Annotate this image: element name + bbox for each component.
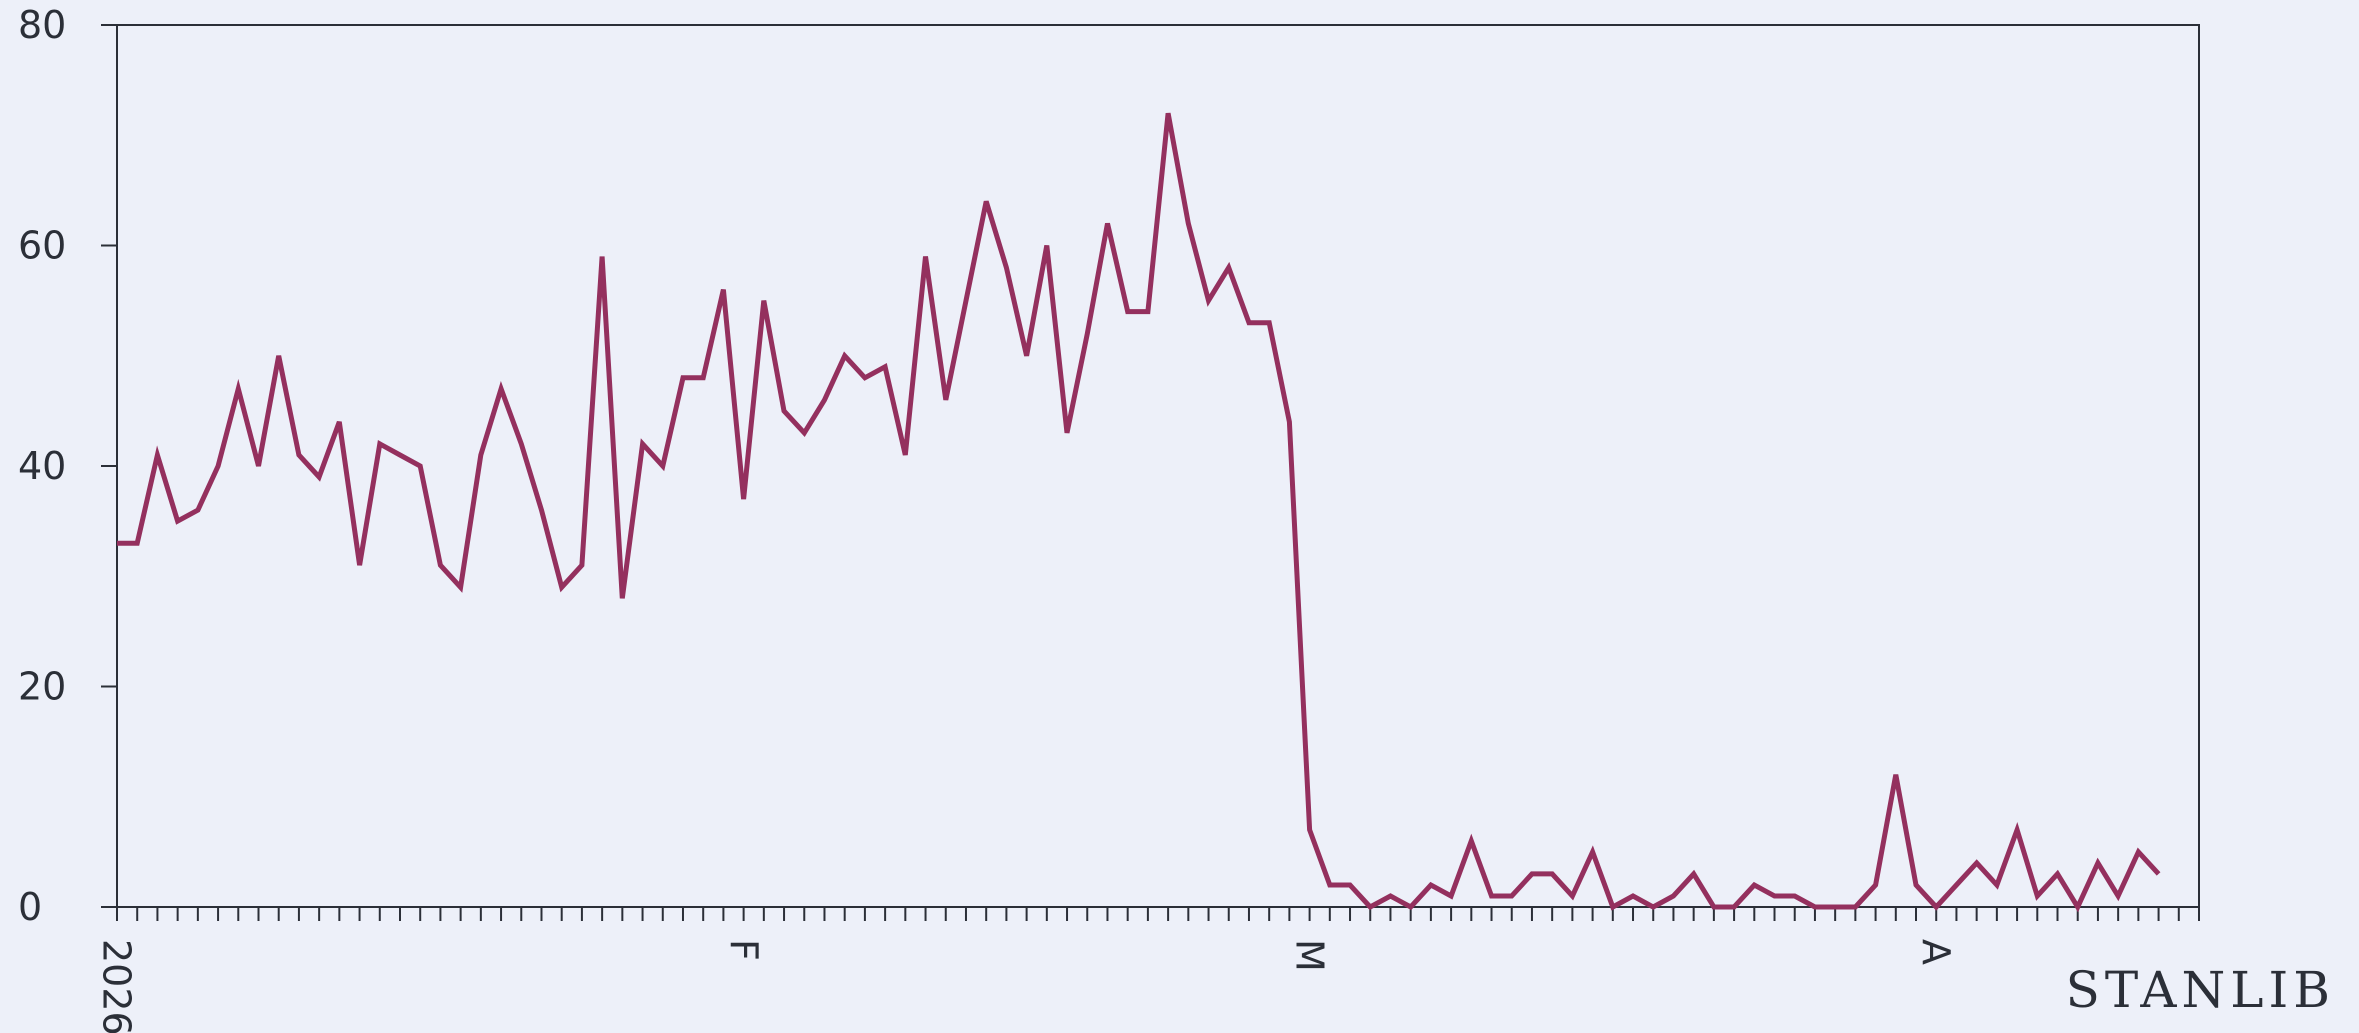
y-tick-label: 60 bbox=[18, 224, 66, 268]
series-line bbox=[117, 112, 2161, 913]
x-tick-label: 2026 bbox=[95, 939, 139, 1033]
plot-frame bbox=[116, 24, 2200, 908]
brand-logo: STANLIB bbox=[2065, 961, 2335, 1019]
y-tick-label: 0 bbox=[18, 885, 42, 929]
y-axis-ticks: 0 20 40 60 80 bbox=[18, 3, 117, 929]
y-tick-label: 80 bbox=[18, 3, 66, 47]
y-tick-label: 20 bbox=[18, 665, 66, 709]
x-tick-label: F bbox=[721, 939, 765, 961]
x-tick-label: A bbox=[1914, 939, 1958, 965]
x-tick-label: M bbox=[1287, 939, 1331, 972]
x-minor-ticks bbox=[116, 907, 2200, 921]
x-axis-labels: 2026 F M A bbox=[95, 939, 1958, 1033]
y-tick-label: 40 bbox=[18, 444, 66, 488]
